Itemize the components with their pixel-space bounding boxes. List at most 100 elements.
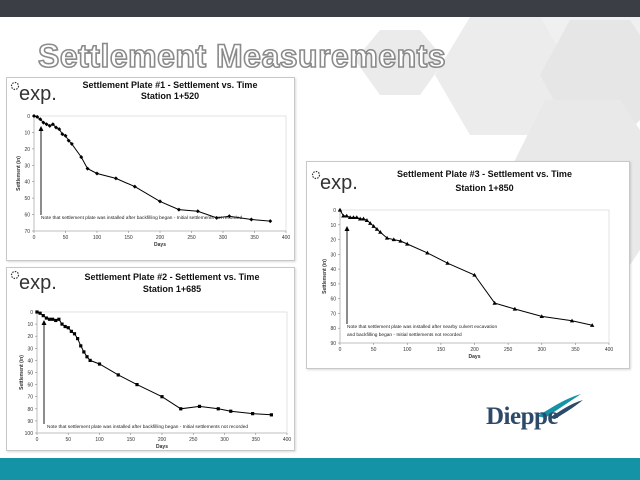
data-point	[60, 322, 64, 326]
data-point	[384, 235, 390, 240]
data-point	[79, 155, 84, 160]
y-tick-label: 40	[330, 267, 336, 273]
y-tick-label: 50	[27, 371, 33, 377]
data-point	[351, 215, 356, 219]
data-point	[79, 344, 83, 348]
data-point	[249, 217, 254, 222]
data-point	[251, 412, 255, 416]
data-point	[569, 318, 575, 323]
data-point	[41, 120, 46, 125]
exp-logo-text: exp.	[19, 83, 57, 105]
y-tick-label: 80	[27, 407, 33, 413]
y-tick-label: 10	[27, 322, 33, 328]
slide-title: Settlement Measurements	[37, 37, 447, 75]
data-point	[82, 350, 86, 354]
x-tick-label: 400	[605, 347, 614, 353]
data-point	[32, 114, 36, 118]
exp-logo-star-icon	[10, 270, 20, 280]
x-tick-label: 350	[252, 437, 261, 443]
data-point	[405, 241, 410, 246]
data-point	[85, 355, 89, 359]
plot-area-border	[33, 115, 287, 232]
annotation-note: Note that settlement plate was installed…	[347, 324, 497, 330]
data-point	[57, 317, 61, 321]
chart-svg-3: exp. Settlement Plate #3 - Settlement vs.…	[311, 169, 614, 360]
bottom-bar	[0, 458, 640, 480]
x-tick-label: 100	[403, 347, 412, 353]
x-tick-label: 50	[63, 235, 69, 241]
data-point	[116, 373, 120, 377]
data-point	[85, 166, 90, 171]
y-tick-label: 50	[24, 196, 30, 202]
data-point	[492, 300, 497, 305]
data-point	[35, 310, 39, 314]
chart-subtitle: Station 1+685	[143, 284, 201, 294]
data-point	[38, 311, 42, 315]
x-tick-label: 350	[571, 347, 580, 353]
x-tick-label: 100	[93, 235, 102, 241]
data-point	[66, 326, 70, 330]
y-tick-label: 70	[27, 395, 33, 401]
chart-svg-2: exp. Settlement Plate #2 - Settlement vs.…	[10, 270, 291, 450]
annotation-note: Note that settlement plate was installed…	[47, 424, 248, 430]
data-point	[158, 199, 162, 204]
y-tick-label: 30	[27, 346, 33, 352]
data-point	[176, 207, 181, 212]
y-axis-label: Settlement (in)	[19, 355, 25, 390]
data-point	[44, 122, 49, 127]
data-point	[57, 127, 62, 132]
y-tick-label: 50	[330, 282, 336, 288]
plot-area-border	[36, 311, 288, 434]
x-tick-label: 50	[371, 347, 377, 353]
data-point	[54, 125, 59, 130]
exp-logo-icon: exp.	[311, 170, 358, 194]
x-tick-label: 200	[158, 437, 167, 443]
data-point	[472, 272, 477, 277]
series-line	[33, 115, 271, 222]
exp-logo-text: exp.	[19, 272, 57, 294]
x-tick-label: 250	[504, 347, 513, 353]
data-point	[357, 216, 363, 221]
x-tick-label: 50	[65, 437, 71, 443]
data-point	[216, 407, 220, 411]
data-point	[512, 306, 518, 311]
y-tick-label: 40	[27, 358, 33, 364]
data-point	[35, 114, 40, 119]
data-point	[72, 332, 77, 336]
data-point	[44, 316, 48, 320]
data-point	[445, 261, 450, 265]
data-point	[391, 237, 396, 242]
data-point	[229, 409, 233, 413]
chart-panel-plate-3: exp. Settlement Plate #3 - Settlement vs.…	[306, 161, 630, 369]
x-tick-label: 150	[124, 235, 133, 241]
data-point	[347, 215, 353, 219]
data-point	[179, 407, 183, 411]
exp-logo-star-icon	[311, 170, 321, 180]
data-point	[47, 123, 52, 128]
x-tick-label: 0	[339, 347, 342, 353]
y-axis-label: Settlement (in)	[322, 259, 328, 294]
exp-logo-icon: exp.	[10, 270, 57, 294]
data-point	[97, 362, 102, 366]
x-axis-label: Days	[154, 242, 166, 248]
series-line	[36, 311, 272, 416]
x-tick-label: 300	[538, 347, 547, 353]
data-point	[371, 224, 376, 228]
y-tick-label: 10	[330, 223, 336, 229]
y-tick-label: 30	[24, 163, 30, 169]
data-point	[38, 117, 43, 122]
x-tick-label: 250	[189, 437, 198, 443]
x-axis-label: Days	[469, 354, 481, 360]
data-point	[60, 132, 65, 137]
exp-logo-star-icon	[10, 81, 20, 91]
y-tick-label: 20	[27, 334, 33, 340]
y-tick-label: 60	[27, 383, 33, 389]
chart-title: Settlement Plate #2 - Settlement vs. Tim…	[85, 272, 260, 282]
data-point	[76, 337, 80, 341]
y-tick-label: 70	[24, 229, 30, 235]
x-tick-label: 200	[470, 347, 479, 353]
y-tick-label: 60	[330, 297, 336, 303]
x-tick-label: 0	[36, 437, 39, 443]
exp-logo-text: exp.	[320, 172, 358, 194]
annotation-note: Note that settlement plate was installed…	[41, 215, 242, 221]
